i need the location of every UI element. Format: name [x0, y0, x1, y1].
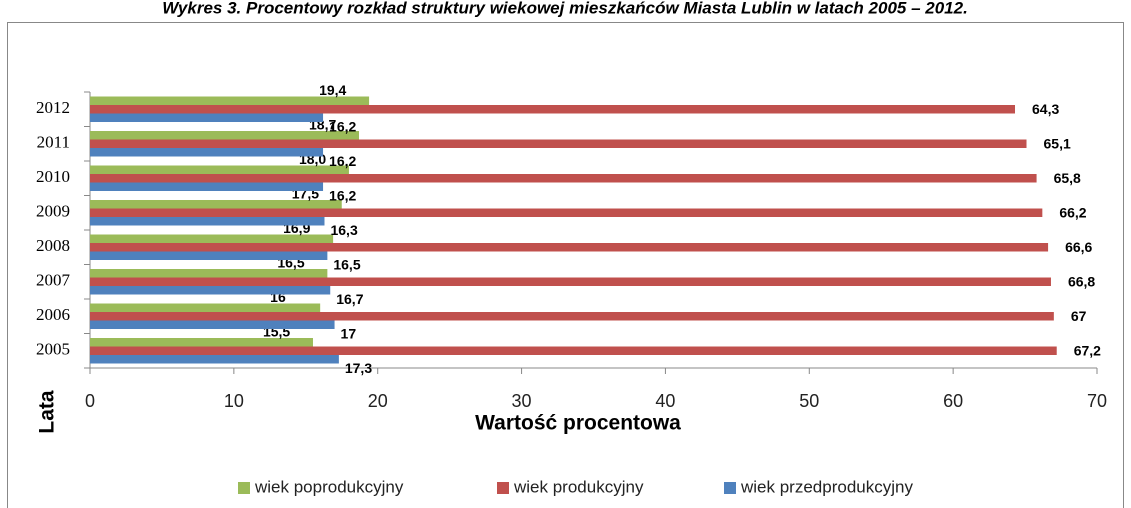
y-tick-label: 2006 — [36, 305, 70, 324]
bar — [90, 217, 325, 226]
value-label: 67,2 — [1074, 342, 1101, 358]
y-tick-label: 2005 — [36, 340, 70, 359]
bar — [90, 165, 349, 174]
x-tick-label: 40 — [655, 391, 675, 411]
y-tick-label: 2012 — [36, 98, 70, 117]
y-tick-label: 2009 — [36, 202, 70, 221]
x-tick-label: 0 — [85, 391, 95, 411]
bar — [90, 105, 1016, 114]
bar — [90, 113, 324, 122]
value-label: 16,2 — [329, 188, 356, 204]
bar — [90, 96, 370, 105]
value-label: 16,2 — [329, 119, 356, 135]
bar — [90, 269, 328, 278]
bar — [90, 208, 1043, 217]
bar — [90, 148, 324, 157]
bar — [90, 139, 1027, 148]
bar — [90, 320, 335, 329]
bar — [90, 131, 360, 140]
x-tick-label: 10 — [224, 391, 244, 411]
legend-swatch — [724, 482, 736, 494]
chart-title: Wykres 3. Procentowy rozkład struktury w… — [162, 0, 968, 17]
bar — [90, 338, 313, 347]
y-tick-label: 2008 — [36, 236, 70, 255]
bar — [90, 243, 1049, 252]
value-label: 66,8 — [1068, 273, 1095, 289]
legend-swatch — [497, 482, 509, 494]
value-label: 16,7 — [336, 291, 363, 307]
bar — [90, 355, 339, 364]
value-label: 16,2 — [329, 153, 356, 169]
value-label: 65,8 — [1054, 170, 1081, 186]
value-label: 16,3 — [330, 222, 357, 238]
value-label: 17 — [341, 326, 357, 342]
legend-label: wiek przedprodukcyjny — [740, 477, 913, 496]
y-tick-label: 2011 — [37, 133, 70, 152]
legend-label: wiek poprodukcyjny — [254, 477, 404, 496]
bar — [90, 251, 328, 260]
x-axis-label: Wartość procentowa — [475, 412, 681, 435]
bar — [90, 312, 1054, 321]
bar — [90, 200, 342, 209]
value-label: 19,4 — [319, 82, 346, 98]
value-label: 65,1 — [1044, 135, 1071, 151]
bar — [90, 277, 1051, 286]
y-axis-label: Lata — [36, 390, 59, 434]
value-label: 64,3 — [1032, 101, 1059, 117]
bar — [90, 234, 334, 243]
value-label: 17,3 — [345, 360, 372, 376]
y-tick-label: 2010 — [36, 167, 70, 186]
value-label: 66,2 — [1059, 204, 1086, 220]
bar — [90, 286, 331, 295]
x-tick-label: 70 — [1087, 391, 1107, 411]
x-tick-label: 50 — [799, 391, 819, 411]
x-tick-label: 60 — [943, 391, 963, 411]
chart-frame — [7, 22, 1124, 508]
bar — [90, 182, 324, 191]
bar — [90, 346, 1057, 355]
value-label: 16,5 — [333, 257, 360, 273]
legend-swatch — [238, 482, 250, 494]
legend-label: wiek produkcyjny — [513, 477, 644, 496]
y-tick-label: 2007 — [36, 271, 71, 290]
x-tick-label: 20 — [368, 391, 388, 411]
bar — [90, 174, 1037, 183]
x-tick-label: 30 — [512, 391, 532, 411]
value-label: 67 — [1071, 308, 1087, 324]
value-label: 66,6 — [1065, 239, 1092, 255]
bar — [90, 303, 321, 312]
